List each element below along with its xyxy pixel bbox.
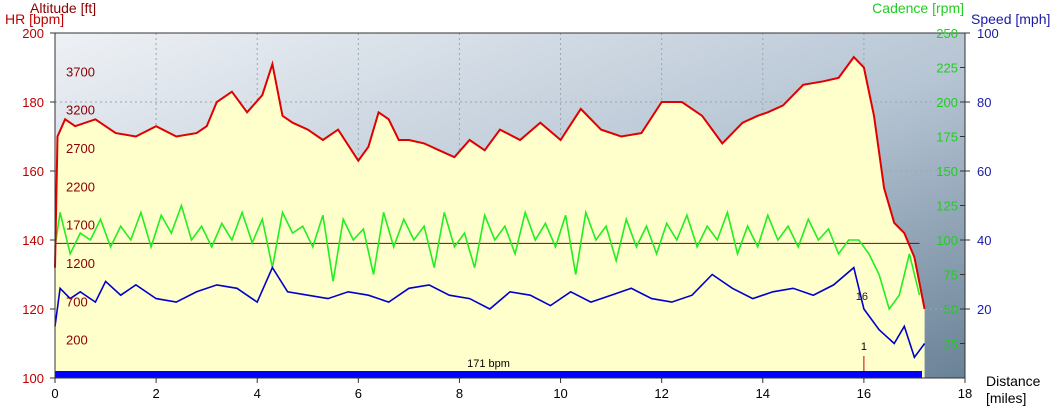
x-tick-label: 2: [152, 386, 159, 401]
speed-tick-label: 20: [977, 302, 991, 317]
altitude-tick-label: 2700: [66, 141, 95, 156]
x-tick-label: 16: [857, 386, 871, 401]
hr-tick-label: 200: [22, 26, 44, 41]
x-tick-label: 12: [654, 386, 668, 401]
lap-marker-secondary-label: 16: [856, 291, 868, 303]
altitude-tick-label: 200: [66, 333, 88, 348]
x-tick-label: 0: [51, 386, 58, 401]
cadence-axis-title: Cadence [rpm]: [872, 0, 964, 16]
hr-tick-label: 180: [22, 95, 44, 110]
x-tick-label: 8: [456, 386, 463, 401]
x-tick-label: 14: [756, 386, 770, 401]
altitude-tick-label: 700: [66, 294, 88, 309]
x-tick-label: 4: [254, 386, 261, 401]
speed-tick-label: 40: [977, 233, 991, 248]
speed-line: [54, 265, 926, 360]
cadence-tick-label: 150: [936, 164, 958, 179]
altitude-axis-title: Altitude [ft]: [30, 0, 96, 16]
cadence-tick-label: 50: [944, 302, 958, 317]
altitude-tick-label: 1700: [66, 218, 95, 233]
speed-tick-label: 100: [977, 26, 999, 41]
altitude-tick-label: 3200: [66, 103, 95, 118]
axes: 0 2 4 6 8 10 12 14 16 182001801601401201003700320…: [22, 26, 998, 401]
lap-marker-label: 1: [861, 341, 867, 353]
cadence-tick-label: 250: [936, 26, 958, 41]
hr-tick-label: 120: [22, 302, 44, 317]
cadence-tick-label: 75: [944, 268, 958, 283]
speed-tick-label: 80: [977, 95, 991, 110]
x-tick-label: 18: [958, 386, 972, 401]
hr-axis-title: HR [bpm]: [5, 11, 64, 27]
altitude-tick-label: 3700: [66, 64, 95, 79]
cadence-tick-label: 200: [936, 95, 958, 110]
speed-axis-title: Speed [mph]: [971, 11, 1050, 27]
speed-tick-label: 60: [977, 164, 991, 179]
cadence-line: [54, 202, 921, 311]
x-axis-title-line1: Distance: [986, 373, 1041, 389]
x-axis-title-line2: [miles]: [986, 390, 1026, 406]
x-tick-label: 6: [355, 386, 362, 401]
cadence-tick-label: 175: [936, 130, 958, 145]
altitude-tick-label: 1200: [66, 256, 95, 271]
hr-average-bar: [55, 371, 923, 378]
cadence-tick-label: 225: [936, 61, 958, 76]
hr-tick-label: 160: [22, 164, 44, 179]
cadence-tick-label: 125: [936, 199, 958, 214]
cadence-tick-label: 100: [936, 233, 958, 248]
heart-rate-line: [54, 55, 926, 310]
hr-average-label: 171 bpm: [467, 358, 510, 370]
altitude-tick-label: 2200: [66, 179, 95, 194]
x-tick-label: 10: [553, 386, 567, 401]
heart-rate-area: [55, 57, 925, 378]
cadence-tick-label: 25: [944, 337, 958, 352]
hr-tick-label: 100: [22, 371, 44, 386]
hr-tick-label: 140: [22, 233, 44, 248]
